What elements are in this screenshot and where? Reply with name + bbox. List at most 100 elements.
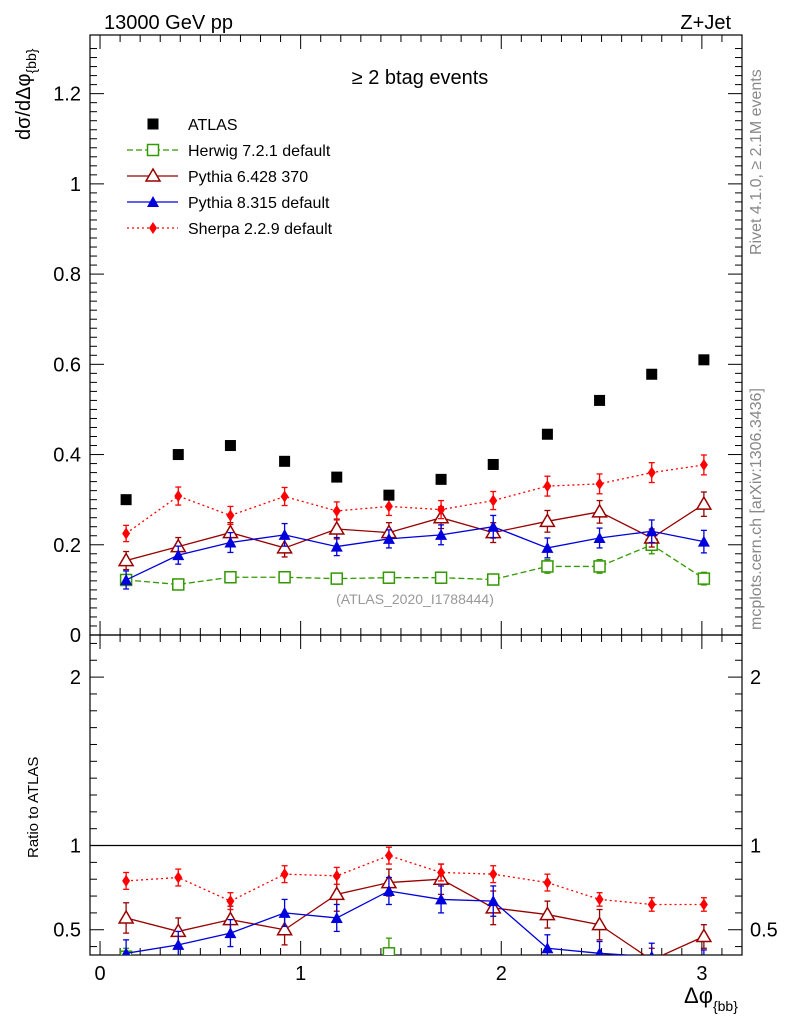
data-point [437,503,446,516]
data-point [172,549,185,561]
ratio-series-herwig-7-2-1-default [119,937,396,955]
data-point [278,528,291,540]
data-point [593,560,606,573]
ratio-point [595,893,604,906]
data-point [646,368,658,380]
data-point [332,504,341,517]
legend-marker [144,167,162,182]
ratio-point [172,938,185,950]
selection-label: ≥ 2 btag events [352,67,489,89]
data-point [539,512,556,528]
data-point [594,394,606,406]
data-point [543,480,552,493]
data-point [382,532,395,544]
data-point [226,509,235,522]
ratio-point [703,954,705,955]
data-point [331,471,343,483]
data-point [435,528,448,540]
ratio-point [224,927,237,939]
x-tick-label: 3 [696,963,707,985]
header-right: Z+Jet [680,12,731,34]
y-tick-label: 0.6 [53,354,81,376]
legend-marker [149,222,157,234]
legend-label: ATLAS [188,117,238,134]
data-point [279,455,291,467]
legend-atlas: ATLAS [147,117,238,134]
data-point [120,494,132,506]
ratio-point [595,947,604,955]
ratio-point [649,950,655,955]
series-pythia-8-315-default [120,514,710,590]
x-tick-label: 2 [496,963,507,985]
legend-label: Pythia 8.315 default [188,195,330,212]
data-point [172,449,184,461]
data-point [487,520,500,532]
ratio-y-axis-label: Ratio to ATLAS [25,757,42,858]
ratio-point [330,911,343,923]
legend-label: Pythia 6.428 370 [188,169,308,186]
ratio-point [174,871,183,884]
ratio-point [543,876,552,889]
data-point [224,536,237,548]
data-point [695,495,713,510]
ratio-tick-label-left: 0.5 [53,920,81,942]
ratio-point [487,895,500,907]
legend-pythia-6-428-370: Pythia 6.428 370 [127,167,308,186]
y-axis-label: dσ/dΔφ{bb} [13,48,39,140]
legend-herwig-7-2-1-default: Herwig 7.2.1 default [127,143,331,160]
data-point [699,458,708,471]
series-pythia-6-428-370 [117,491,713,571]
data-point [541,541,554,553]
ratio-series-pythia-8-315-default [121,876,707,955]
rivet-side-label: Rivet 4.1.0, ≥ 2.1M events [748,69,765,255]
ratio-point [276,921,293,936]
data-point [328,520,346,535]
ratio-point [121,947,131,955]
legend-label: Sherpa 2.2.9 default [188,221,333,238]
y-tick-label: 0.4 [53,445,81,467]
data-point [697,572,711,585]
ratio-line [125,878,705,955]
y-tick-label: 1.2 [53,84,81,106]
ratio-point [280,868,289,881]
analysis-tag: (ATLAS_2020_I1788444) [336,591,494,607]
header-left: 13000 GeV pp [104,12,233,34]
ratio-point [328,885,346,901]
ratio-point [382,947,396,955]
ratio-point [437,866,446,879]
x-tick-label: 0 [94,963,105,985]
legend-label: Herwig 7.2.1 default [188,143,331,160]
legend-sherpa-2-2-9-default: Sherpa 2.2.9 default [127,221,333,238]
data-point [330,540,343,552]
data-point [224,440,236,452]
ratio-point [435,893,448,905]
data-point [591,503,608,518]
ratio-point [226,895,235,908]
ratio-tick-label-right: 2 [750,667,761,689]
data-point [595,477,604,490]
data-point [645,525,658,537]
data-point [593,532,606,544]
y-axis-label-main: dσ/dΔφ [13,73,35,140]
y-axis-label-sub: {bb} [23,48,39,73]
data-point [278,571,291,584]
x-axis-label-main: Δφ [684,983,713,1008]
ratio-line [126,854,704,906]
ratio-point [384,849,393,862]
ratio-point [699,898,708,911]
ratio-tick-label-right: 0.5 [750,920,778,942]
svg-text:dσ/dΔφ{bb}: dσ/dΔφ{bb} [13,48,39,140]
data-point [174,490,183,503]
ratio-tick-label-right: 1 [750,836,761,858]
ratio-tick-label-left: 2 [70,667,81,689]
data-point [489,494,498,507]
ratio-point [122,874,131,887]
data-point [541,560,554,573]
ratio-point [647,898,656,911]
ratio-point [541,942,554,954]
series-sherpa-2-2-9-default [122,454,708,543]
y-tick-label: 0 [70,625,81,647]
series-line [125,464,704,535]
data-point [122,527,131,540]
